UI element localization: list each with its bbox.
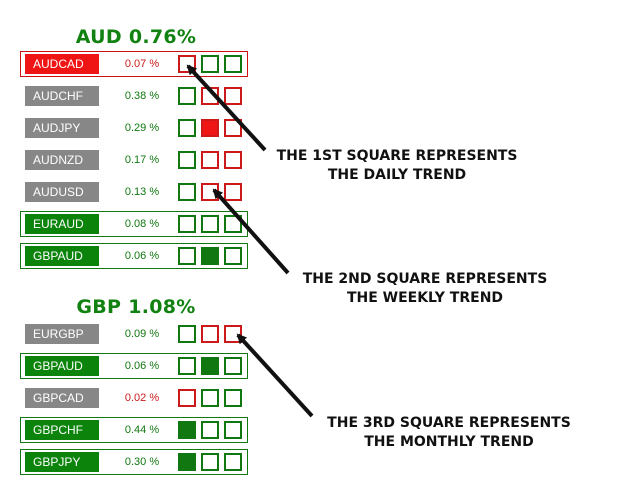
pct-change: 0.38 % [124,90,160,102]
table-row[interactable]: AUDNZD 0.17 % [20,147,248,173]
pair-label: GBPCAD [25,388,99,408]
annotation-weekly-line2: THE WEEKLY TREND [346,290,504,306]
weekly-trend-square [201,421,219,439]
table-row[interactable]: GBPCHF 0.44 % [20,417,248,443]
weekly-trend-square [201,325,219,343]
monthly-trend-square [224,183,242,201]
annotation-daily-line1: THE 1ST SQUARE REPRESENTS [276,148,518,164]
pct-change: 0.06 % [124,360,160,372]
daily-trend-square [178,357,196,375]
monthly-trend-square [224,357,242,375]
table-row[interactable]: GBPAUD 0.06 % [20,243,248,269]
pair-label: GBPCHF [25,420,99,440]
annotation-monthly-line1: THE 3RD SQUARE REPRESENTS [327,415,571,431]
weekly-trend-square [201,151,219,169]
daily-trend-square [178,247,196,265]
pct-change: 0.07 % [124,58,160,70]
weekly-trend-square [201,119,219,137]
pct-change: 0.30 % [124,456,160,468]
monthly-trend-square [224,453,242,471]
daily-trend-square [178,87,196,105]
annotation-weekly: THE 2ND SQUARE REPRESENTS THE WEEKLY TRE… [290,270,560,308]
table-row[interactable]: GBPCAD 0.02 % [20,385,248,411]
weekly-trend-square [201,389,219,407]
pct-change: 0.08 % [124,218,160,230]
monthly-trend-square [224,87,242,105]
pct-change: 0.44 % [124,424,160,436]
pct-change: 0.06 % [124,250,160,262]
daily-trend-square [178,325,196,343]
weekly-trend-square [201,357,219,375]
monthly-trend-square [224,215,242,233]
pair-label: GBPAUD [25,246,99,266]
annotation-daily: THE 1ST SQUARE REPRESENTS THE DAILY TREN… [262,147,532,185]
pair-label: AUDCAD [25,54,99,74]
annotation-weekly-line1: THE 2ND SQUARE REPRESENTS [302,271,548,287]
pair-label: EURAUD [25,214,99,234]
daily-trend-square [178,389,196,407]
table-row[interactable]: AUDJPY 0.29 % [20,115,248,141]
arrow-to-monthly-square [236,333,314,418]
weekly-trend-square [201,247,219,265]
table-row[interactable]: GBPJPY 0.30 % [20,449,248,475]
arrow-to-daily-square [186,64,267,152]
panel-title-gbp: GBP 1.08% [76,296,196,318]
monthly-trend-square [224,421,242,439]
pct-change: 0.02 % [124,392,160,404]
monthly-trend-square [224,151,242,169]
pct-change: 0.13 % [124,186,160,198]
daily-trend-square [178,151,196,169]
annotation-monthly: THE 3RD SQUARE REPRESENTS THE MONTHLY TR… [314,414,584,452]
monthly-trend-square [224,55,242,73]
pair-label: AUDUSD [25,182,99,202]
table-row[interactable]: GBPAUD 0.06 % [20,353,248,379]
daily-trend-square [178,183,196,201]
daily-trend-square [178,119,196,137]
pair-label: EURGBP [25,324,99,344]
daily-trend-square [178,453,196,471]
pct-change: 0.17 % [124,154,160,166]
daily-trend-square [178,421,196,439]
monthly-trend-square [224,389,242,407]
daily-trend-square [178,215,196,233]
pair-label: GBPJPY [25,452,99,472]
arrow-to-weekly-square [212,188,290,275]
monthly-trend-square [224,119,242,137]
weekly-trend-square [201,215,219,233]
panel-title-aud: AUD 0.76% [75,26,197,48]
annotation-daily-line2: THE DAILY TREND [327,167,467,183]
pair-label: AUDNZD [25,150,99,170]
monthly-trend-square [224,247,242,265]
table-row[interactable]: EURGBP 0.09 % [20,321,248,347]
annotation-monthly-line2: THE MONTHLY TREND [364,434,534,450]
weekly-trend-square [201,55,219,73]
pair-label: GBPAUD [25,356,99,376]
pct-change: 0.29 % [124,122,160,134]
pair-label: AUDJPY [25,118,99,138]
pair-label: AUDCHF [25,86,99,106]
table-row[interactable]: EURAUD 0.08 % [20,211,248,237]
weekly-trend-square [201,453,219,471]
pct-change: 0.09 % [124,328,160,340]
